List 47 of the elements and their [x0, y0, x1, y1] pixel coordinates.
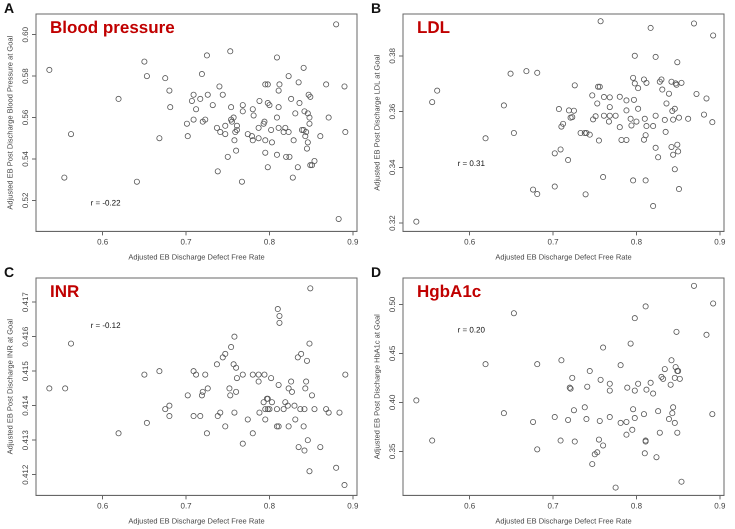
y-tick-label: 0.58 — [21, 68, 30, 84]
text: C — [4, 264, 14, 280]
y-tick-label: 0.54 — [21, 150, 30, 167]
x-tick-label: 0.9 — [347, 501, 359, 510]
y-tick-label: 0.45 — [388, 345, 398, 362]
y-tick-label: 0.36 — [388, 103, 398, 120]
x-tick-label: 0.6 — [97, 501, 109, 510]
y-tick-label: 0.416 — [21, 326, 30, 347]
x-tick-label: 0.6 — [464, 237, 476, 246]
y-tick-label: 0.52 — [21, 192, 30, 208]
y-tick-label: 0.412 — [21, 464, 30, 485]
x-tick-label: 0.9 — [714, 237, 726, 246]
x-tick-label: 0.7 — [180, 501, 192, 510]
x-tick-label: 0.9 — [714, 501, 726, 510]
x-tick-label: 0.7 — [180, 237, 192, 246]
x-tick-label: 0.7 — [548, 501, 560, 510]
y-tick-label: 0.415 — [21, 360, 30, 382]
chart-title: Blood pressure — [50, 18, 175, 38]
annotation: r = 0.20 — [458, 325, 486, 334]
chart-title: INR — [50, 282, 80, 302]
annotation: r = -0.12 — [90, 321, 122, 330]
y-tick-label: 0.50 — [388, 296, 398, 312]
text: D — [371, 264, 382, 280]
y-tick-label: 0.60 — [21, 26, 30, 42]
x-tick-label: 0.8 — [264, 237, 276, 246]
chart-title: HgbA1c — [417, 282, 482, 302]
x-tick-label: 0.8 — [264, 501, 276, 510]
annotation: r = 0.31 — [458, 159, 486, 168]
y-tick-label: 0.414 — [21, 395, 30, 416]
x-tick-label: 0.7 — [548, 237, 560, 246]
annotation: r = -0.22 — [90, 198, 122, 208]
x-tick-label: 0.6 — [464, 501, 476, 510]
y-tick-label: 0.35 — [388, 443, 398, 460]
y-tick-label: 0.38 — [388, 47, 398, 64]
y-tick-label: 0.413 — [21, 430, 30, 450]
x-tick-label: 0.6 — [97, 237, 109, 246]
chart-title: LDL — [417, 18, 450, 38]
x-tick-label: 0.8 — [630, 237, 643, 246]
y-tick-label: 0.34 — [388, 158, 398, 176]
x-tick-label: 0.9 — [347, 237, 359, 246]
y-tick-label: 0.32 — [388, 214, 398, 231]
y-tick-label: 0.40 — [388, 394, 398, 410]
y-tick-label: 0.56 — [21, 109, 30, 126]
x-tick-label: 0.8 — [630, 501, 643, 510]
text: B — [371, 0, 382, 16]
text: A — [4, 0, 14, 16]
y-tick-label: 0.417 — [21, 292, 30, 312]
